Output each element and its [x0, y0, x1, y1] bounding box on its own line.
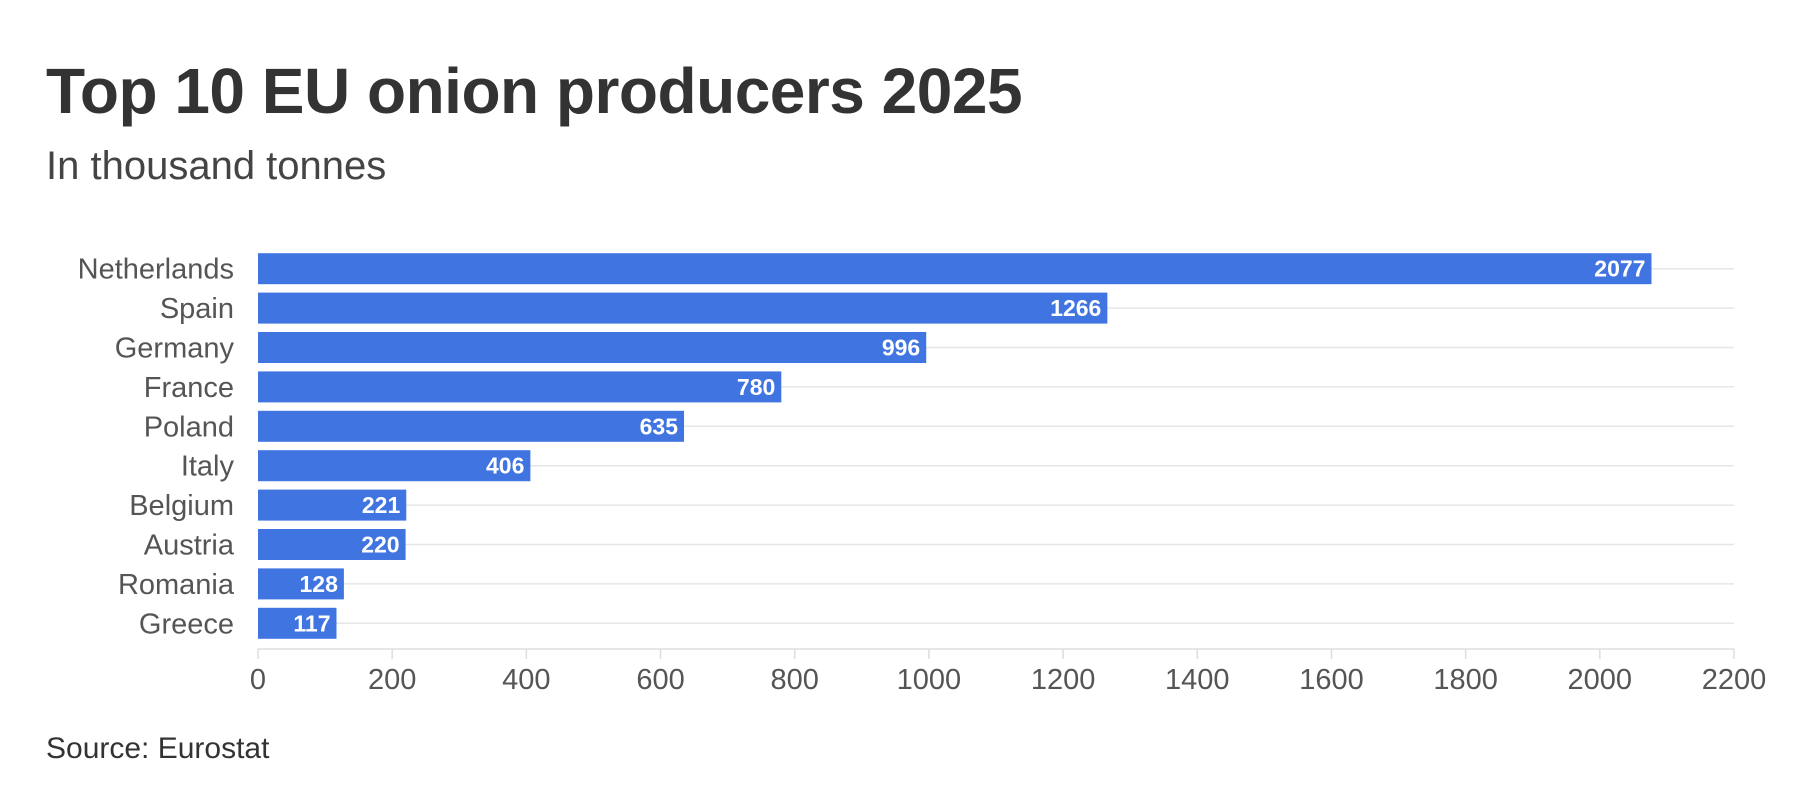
x-tick-label: 600 [636, 664, 684, 696]
x-tick-label: 1600 [1299, 664, 1364, 696]
bar-value-label: 128 [300, 571, 339, 597]
bar [258, 332, 927, 363]
category-label: Poland [144, 411, 234, 443]
x-tick-label: 0 [250, 664, 266, 696]
category-label: Belgium [129, 490, 234, 522]
bar-value-label: 1266 [1050, 295, 1101, 321]
x-tick-label: 1800 [1433, 664, 1498, 696]
bar [258, 607, 337, 639]
category-labels: Netherlands Spain Germany France Poland Italy… [78, 254, 235, 641]
bars: 2077 1266 996 780 635 406 221 220 128 117 [258, 253, 1652, 639]
bar [258, 568, 344, 600]
chart-title: Top 10 EU onion producers 2025 [46, 55, 1023, 127]
x-tick-label: 1200 [1031, 664, 1096, 696]
x-tick-label: 1000 [897, 664, 962, 696]
x-axis-ticks: 0 200 400 600 800 1000 1200 1400 1600 1800 2000 220… [250, 649, 1766, 696]
category-label: Romania [118, 569, 235, 601]
x-tick-label: 400 [502, 664, 550, 696]
bar-value-label: 635 [640, 413, 679, 439]
chart-subtitle: In thousand tonnes [46, 144, 387, 188]
bar-value-label: 117 [293, 610, 330, 636]
bar [258, 253, 1652, 285]
category-label: Austria [144, 530, 235, 562]
bar [258, 292, 1108, 324]
category-label: Italy [181, 451, 235, 483]
bar-value-label: 406 [486, 453, 524, 479]
bar-value-label: 996 [882, 335, 920, 361]
bar [258, 410, 685, 442]
x-tick-label: 2000 [1568, 664, 1633, 696]
bar-value-label: 780 [737, 374, 775, 400]
x-tick-label: 1400 [1165, 664, 1230, 696]
source-note: Source: Eurostat [46, 732, 270, 765]
x-tick-label: 200 [368, 664, 416, 696]
category-label: Greece [139, 608, 234, 640]
category-label: France [144, 372, 234, 404]
category-label: Germany [115, 333, 235, 365]
x-tick-label: 2200 [1702, 664, 1767, 696]
category-label: Spain [160, 293, 234, 325]
category-label: Netherlands [78, 254, 234, 286]
bar-value-label: 221 [362, 492, 401, 518]
bar-value-label: 2077 [1594, 256, 1645, 282]
bar [258, 489, 407, 521]
x-tick-label: 800 [771, 664, 819, 696]
bar-value-label: 220 [361, 532, 399, 558]
bar [258, 529, 406, 560]
bar [258, 371, 782, 403]
bar [258, 450, 531, 482]
